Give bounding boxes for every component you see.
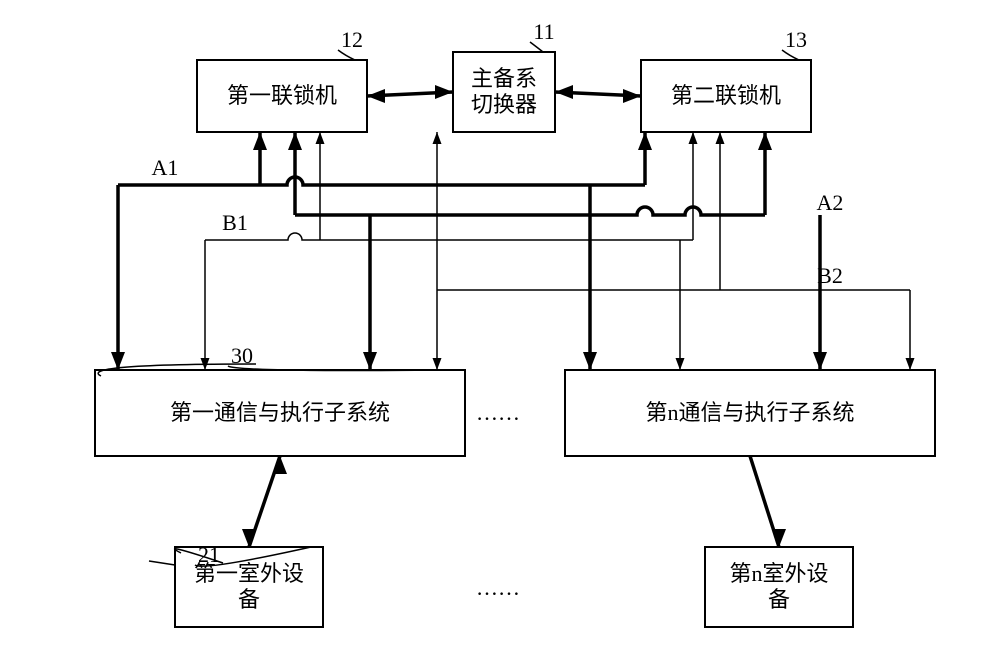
ellipsis: …… bbox=[476, 400, 520, 425]
ref-21: 21 bbox=[198, 542, 220, 567]
bus-label-B2: B2 bbox=[817, 263, 843, 288]
svg-text:备: 备 bbox=[768, 587, 790, 612]
svg-text:第二联锁机: 第二联锁机 bbox=[671, 83, 781, 108]
svg-text:第n通信与执行子系统: 第n通信与执行子系统 bbox=[645, 400, 854, 425]
svg-text:主备系: 主备系 bbox=[471, 66, 537, 91]
ref-11: 11 bbox=[533, 19, 554, 44]
ellipsis: …… bbox=[476, 575, 520, 600]
ref-13: 13 bbox=[785, 27, 807, 52]
svg-text:第一联锁机: 第一联锁机 bbox=[227, 83, 337, 108]
svg-text:切换器: 切换器 bbox=[471, 92, 537, 117]
svg-text:第一通信与执行子系统: 第一通信与执行子系统 bbox=[170, 400, 390, 425]
bus-label-B1: B1 bbox=[222, 210, 248, 235]
bus-label-A2: A2 bbox=[817, 190, 844, 215]
bus-label-A1: A1 bbox=[152, 155, 179, 180]
svg-text:备: 备 bbox=[238, 587, 260, 612]
ref-12: 12 bbox=[341, 27, 363, 52]
svg-text:第n室外设: 第n室外设 bbox=[729, 561, 828, 586]
